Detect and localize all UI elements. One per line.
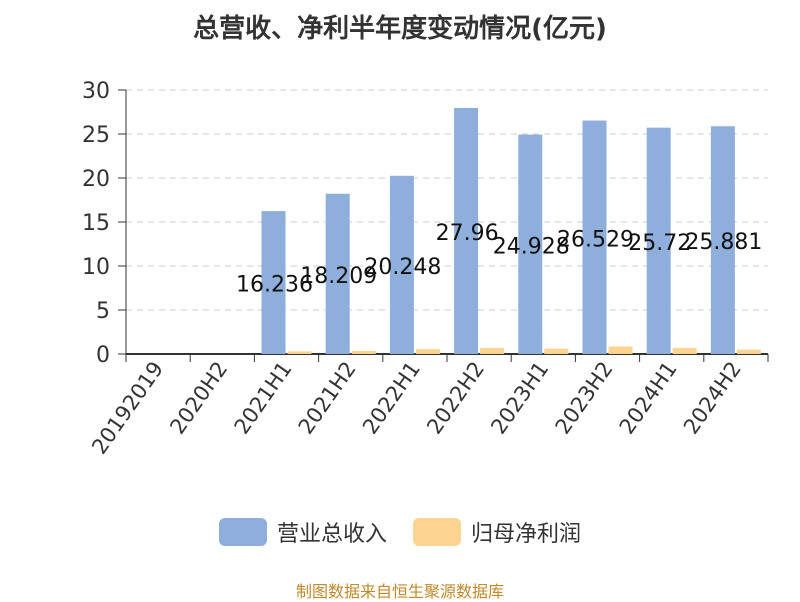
x-tick-label: 2022H2 — [422, 357, 489, 438]
bar-revenue — [325, 193, 350, 354]
bar-net-profit — [287, 351, 312, 354]
bar-net-profit — [351, 350, 376, 354]
data-label: 20.248 — [364, 255, 441, 280]
legend-label-revenue: 营业总收入 — [276, 522, 387, 547]
bar-revenue — [518, 134, 543, 354]
bar-revenue — [261, 211, 286, 354]
y-tick-label: 0 — [96, 343, 110, 368]
y-tick-label: 15 — [82, 211, 110, 236]
data-label: 24.928 — [493, 234, 570, 259]
y-tick-label: 10 — [82, 255, 110, 280]
bar-revenue — [710, 126, 735, 355]
y-tick-label: 5 — [96, 299, 110, 324]
x-tick-label: 2024H1 — [615, 357, 682, 438]
x-tick-label: 2023H1 — [486, 357, 553, 438]
x-tick-label: 2020H2 — [165, 357, 232, 438]
data-label: 25.881 — [685, 230, 762, 255]
x-tick-label: 20192019 — [87, 357, 168, 458]
legend-item-revenue[interactable]: 营业总收入 — [218, 516, 387, 548]
x-tick-label: 2023H2 — [551, 357, 618, 438]
x-tick-label: 2022H1 — [358, 357, 425, 438]
bar-net-profit — [608, 346, 633, 354]
legend-item-net-profit[interactable]: 归母净利润 — [413, 516, 581, 548]
bar-net-profit — [415, 349, 440, 354]
x-tick-label: 2021H2 — [294, 357, 361, 438]
y-tick-label: 20 — [82, 167, 110, 192]
chart-title: 总营收、净利半年度变动情况(亿元) — [193, 14, 607, 44]
x-tick-label: 2021H1 — [230, 357, 297, 438]
bar-net-profit — [544, 348, 569, 354]
bar-net-profit — [480, 347, 505, 354]
legend-label-net-profit: 归母净利润 — [471, 522, 582, 547]
data-label: 27.96 — [436, 221, 499, 246]
data-label: 16.236 — [236, 273, 313, 298]
bar-net-profit — [736, 349, 761, 354]
bar-net-profit — [672, 347, 697, 354]
bar-revenue — [582, 120, 607, 354]
source-footer: 制图数据来自恒生聚源数据库 — [295, 582, 504, 601]
bar-revenue — [389, 175, 414, 354]
x-tick-label: 2024H2 — [679, 357, 746, 438]
y-tick-label: 30 — [82, 79, 110, 104]
legend-swatch-revenue — [218, 518, 267, 546]
bar-revenue — [646, 127, 671, 354]
data-label: 25.72 — [628, 231, 691, 256]
legend: 营业总收入 归母净利润 — [0, 516, 800, 548]
data-label: 26.529 — [557, 227, 634, 252]
legend-swatch-net-profit — [413, 518, 461, 546]
y-tick-label: 25 — [82, 123, 110, 148]
data-label: 18.209 — [300, 264, 377, 289]
bar-revenue — [454, 107, 479, 355]
